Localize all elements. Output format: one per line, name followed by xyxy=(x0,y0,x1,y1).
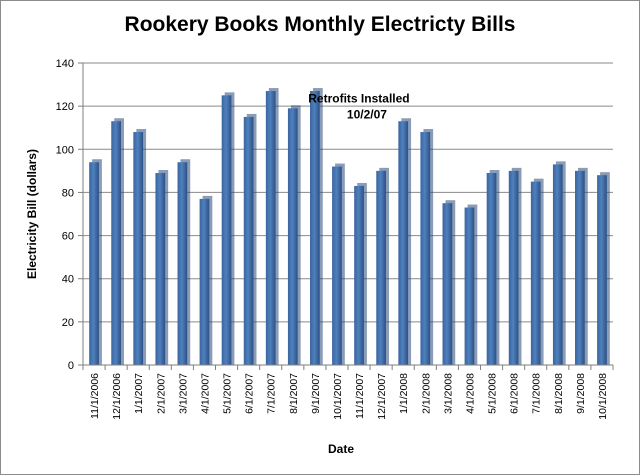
x-tick-label: 8/1/2008 xyxy=(553,373,565,414)
gridlines xyxy=(78,62,613,366)
x-tick-label: 12/1/2006 xyxy=(111,373,123,420)
plot-area: 0 20 40 60 80 100 120 140 11/1/2006 12/1/2006 1/1… xyxy=(56,58,614,420)
x-tick-label: 10/1/2008 xyxy=(597,373,609,420)
x-tick-label: 6/1/2007 xyxy=(244,373,256,414)
bar xyxy=(287,108,298,366)
bar xyxy=(508,170,519,365)
bar xyxy=(420,132,431,365)
x-tick-label: 2/1/2008 xyxy=(420,373,432,414)
x-tick-label: 5/1/2008 xyxy=(487,373,499,414)
x-tick-label: 10/1/2007 xyxy=(332,373,344,420)
x-tick-label: 7/1/2007 xyxy=(266,373,278,414)
x-tick-label: 11/1/2006 xyxy=(89,373,101,419)
y-tick-label: 140 xyxy=(56,58,74,70)
y-axis-title: Electricity Bill (dollars) xyxy=(25,149,39,279)
bar xyxy=(199,198,210,365)
bar xyxy=(530,181,541,365)
annotation-line: 10/2/07 xyxy=(347,108,387,122)
bars xyxy=(89,88,610,366)
x-tick-label: 1/1/2008 xyxy=(398,373,410,414)
y-tick-label: 20 xyxy=(62,317,74,329)
bar xyxy=(243,116,254,365)
x-tick-label: 5/1/2007 xyxy=(222,373,234,414)
x-tick-label: 3/1/2007 xyxy=(177,373,189,414)
bar xyxy=(597,175,607,365)
x-tick-label: 11/1/2007 xyxy=(354,373,366,419)
y-tick-label: 120 xyxy=(56,101,74,113)
x-tick-label: 8/1/2007 xyxy=(288,373,300,414)
y-tick-label: 80 xyxy=(62,187,74,199)
bar xyxy=(552,164,563,365)
x-tick-label: 4/1/2007 xyxy=(199,373,211,414)
x-tick-label: 4/1/2008 xyxy=(464,373,476,414)
bar xyxy=(486,173,497,365)
chart-title: Rookery Books Monthly Electricty Bills xyxy=(125,13,516,36)
y-tick-label: 60 xyxy=(62,231,74,243)
y-tick-label: 40 xyxy=(62,274,74,286)
bar xyxy=(310,91,320,366)
x-tick-label: 12/1/2007 xyxy=(376,373,388,420)
x-axis-title: Date xyxy=(328,442,354,456)
bar xyxy=(398,121,409,365)
x-tick-label: 9/1/2007 xyxy=(310,373,322,414)
bar xyxy=(464,207,475,365)
bar xyxy=(177,162,188,365)
bar xyxy=(376,170,386,365)
bar xyxy=(354,185,364,365)
annotation: Retrofits Installed 10/2/07 xyxy=(308,92,409,122)
axes xyxy=(82,63,614,370)
x-tick-label: 7/1/2008 xyxy=(531,373,543,414)
x-tick-label: 6/1/2008 xyxy=(509,373,521,414)
bar xyxy=(575,170,585,365)
bar xyxy=(133,132,144,365)
bar xyxy=(221,95,232,365)
y-tick-label: 0 xyxy=(68,360,74,372)
bar xyxy=(265,91,276,366)
x-tick-label: 9/1/2008 xyxy=(575,373,587,414)
bar xyxy=(332,166,342,365)
x-tick-labels: 11/1/2006 12/1/2006 1/1/2007 2/1/2007 3/1/20… xyxy=(89,373,609,420)
y-tick-labels: 0 20 40 60 80 100 120 140 xyxy=(56,58,74,372)
bar xyxy=(89,162,99,365)
bar xyxy=(155,173,166,365)
x-tick-label: 3/1/2008 xyxy=(442,373,454,414)
bar xyxy=(111,121,121,365)
bar xyxy=(442,203,453,365)
x-tick-label: 2/1/2007 xyxy=(155,373,167,414)
x-tick-label: 1/1/2007 xyxy=(133,373,145,414)
y-tick-label: 100 xyxy=(56,144,74,156)
annotation-line: Retrofits Installed xyxy=(308,92,409,106)
